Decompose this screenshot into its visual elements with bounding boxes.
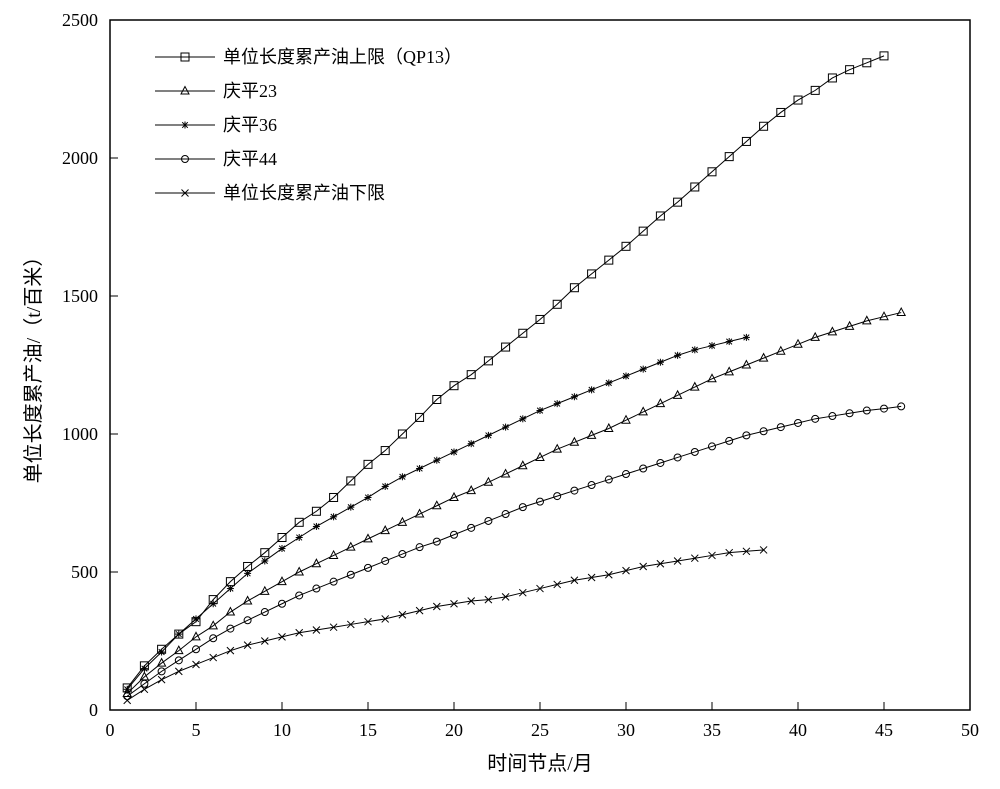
svg-text:2000: 2000 (62, 148, 98, 168)
line-chart: 0510152025303540455005001000150020002500… (0, 0, 1000, 789)
svg-text:15: 15 (359, 720, 377, 740)
svg-text:40: 40 (789, 720, 807, 740)
svg-text:45: 45 (875, 720, 893, 740)
y-axis-label: 单位长度累产油/（t/百米） (22, 247, 45, 484)
legend-label-1: 庆平23 (223, 81, 277, 101)
svg-text:25: 25 (531, 720, 549, 740)
svg-text:1000: 1000 (62, 424, 98, 444)
x-axis-label: 时间节点/月 (487, 752, 593, 775)
legend-label-0: 单位长度累产油上限（QP13） (223, 47, 462, 67)
svg-text:30: 30 (617, 720, 635, 740)
svg-text:10: 10 (273, 720, 291, 740)
legend-label-3: 庆平44 (223, 149, 277, 169)
svg-text:5: 5 (192, 720, 201, 740)
svg-text:35: 35 (703, 720, 721, 740)
svg-text:50: 50 (961, 720, 979, 740)
svg-text:1500: 1500 (62, 286, 98, 306)
svg-text:20: 20 (445, 720, 463, 740)
chart-container: 0510152025303540455005001000150020002500… (0, 0, 1000, 789)
svg-text:0: 0 (89, 700, 98, 720)
svg-text:2500: 2500 (62, 10, 98, 30)
svg-text:0: 0 (106, 720, 115, 740)
legend-label-2: 庆平36 (223, 115, 277, 135)
legend-label-4: 单位长度累产油下限 (223, 183, 385, 203)
svg-text:500: 500 (71, 562, 98, 582)
